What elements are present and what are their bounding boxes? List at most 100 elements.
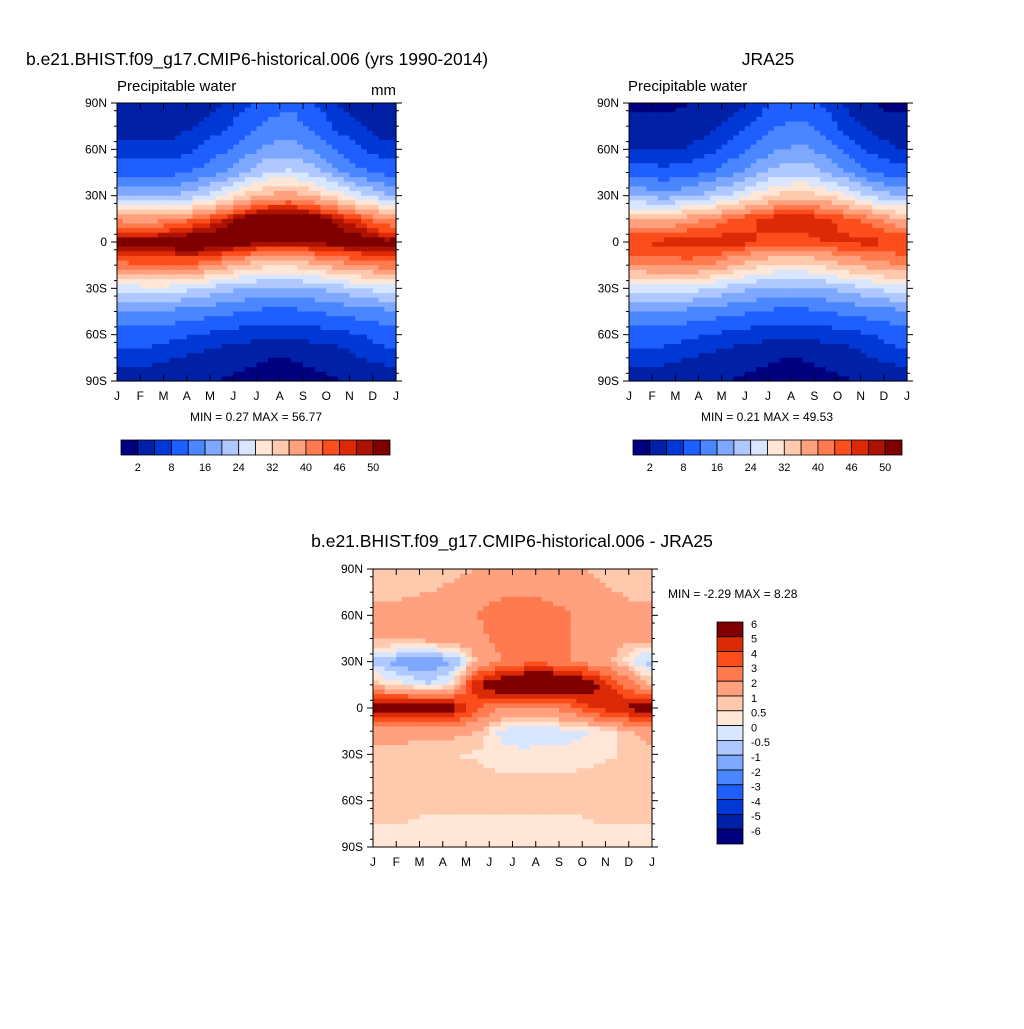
field-cell xyxy=(262,302,268,307)
field-cell xyxy=(291,344,297,349)
field-cell xyxy=(774,279,780,284)
field-cell xyxy=(129,307,135,312)
field-cell xyxy=(181,131,187,136)
field-cell xyxy=(670,135,676,140)
field-cell xyxy=(134,182,140,187)
field-cell xyxy=(646,274,652,279)
field-cell xyxy=(268,349,274,354)
field-cell xyxy=(268,228,274,233)
field-cell xyxy=(727,103,733,108)
field-cell xyxy=(756,205,762,210)
field-cell xyxy=(780,168,786,173)
field-cell xyxy=(803,307,809,312)
field-cell xyxy=(646,330,652,335)
field-cell xyxy=(198,312,204,317)
field-cell xyxy=(814,145,820,150)
field-cell xyxy=(384,196,390,201)
field-cell xyxy=(722,274,728,279)
field-cell xyxy=(134,191,140,196)
field-cell xyxy=(257,108,263,113)
field-cell xyxy=(791,122,797,127)
field-cell xyxy=(373,312,379,317)
field-cell xyxy=(635,265,641,270)
field-cell xyxy=(152,316,158,321)
field-cell xyxy=(652,247,658,252)
field-cell xyxy=(658,173,664,178)
field-cell xyxy=(745,270,751,275)
field-cell xyxy=(687,330,693,335)
field-cell xyxy=(733,140,739,145)
field-cell xyxy=(222,339,228,344)
field-cell xyxy=(245,210,251,215)
field-cell xyxy=(320,362,326,367)
field-cell xyxy=(664,186,670,191)
field-cell xyxy=(117,149,123,154)
field-cell xyxy=(268,182,274,187)
field-cell xyxy=(733,159,739,164)
field-cell xyxy=(367,233,373,238)
field-cell xyxy=(710,117,716,122)
field-cell xyxy=(739,145,745,150)
field-cell xyxy=(361,353,367,358)
field-cell xyxy=(257,186,263,191)
field-cell xyxy=(809,173,815,178)
field-cell xyxy=(198,353,204,358)
field-cell xyxy=(146,163,152,168)
field-cell xyxy=(210,196,216,201)
field-cell xyxy=(187,372,193,377)
field-cell xyxy=(367,284,373,289)
field-cell xyxy=(320,131,326,136)
field-cell xyxy=(646,196,652,201)
field-cell xyxy=(803,210,809,215)
field-cell xyxy=(681,177,687,182)
field-cell xyxy=(641,256,647,261)
field-cell xyxy=(193,316,199,321)
field-cell xyxy=(164,312,170,317)
field-cell xyxy=(756,274,762,279)
field-cell xyxy=(268,298,274,303)
field-cell xyxy=(367,182,373,187)
field-cell xyxy=(785,233,791,238)
field-cell xyxy=(670,233,676,238)
field-cell xyxy=(774,372,780,377)
field-cell xyxy=(373,367,379,372)
field-cell xyxy=(117,270,123,275)
field-cell xyxy=(198,330,204,335)
field-cell xyxy=(326,126,332,131)
field-cell xyxy=(716,173,722,178)
field-cell xyxy=(297,159,303,164)
field-cell xyxy=(297,261,303,266)
field-cell xyxy=(239,154,245,159)
field-cell xyxy=(117,242,123,247)
field-cell xyxy=(367,265,373,270)
field-cell xyxy=(699,126,705,131)
field-cell xyxy=(158,228,164,233)
field-cell xyxy=(658,122,664,127)
field-cell xyxy=(745,182,751,187)
field-cell xyxy=(814,325,820,330)
field-cell xyxy=(134,307,140,312)
field-cell xyxy=(373,288,379,293)
field-cell xyxy=(722,298,728,303)
field-cell xyxy=(785,270,791,275)
field-cell xyxy=(797,159,803,164)
field-cell xyxy=(355,219,361,224)
field-cell xyxy=(664,288,670,293)
field-cell xyxy=(181,339,187,344)
field-cell xyxy=(350,154,356,159)
field-cell xyxy=(791,205,797,210)
field-cell xyxy=(733,247,739,252)
field-cell xyxy=(140,223,146,228)
field-cell xyxy=(670,223,676,228)
field-cell xyxy=(303,237,309,242)
field-cell xyxy=(164,210,170,215)
field-cell xyxy=(780,372,786,377)
field-cell xyxy=(146,298,152,303)
field-cell xyxy=(193,265,199,270)
field-cell xyxy=(641,210,647,215)
field-cell xyxy=(222,191,228,196)
field-cell xyxy=(355,251,361,256)
field-cell xyxy=(384,307,390,312)
field-cell xyxy=(175,288,181,293)
field-cell xyxy=(216,186,222,191)
